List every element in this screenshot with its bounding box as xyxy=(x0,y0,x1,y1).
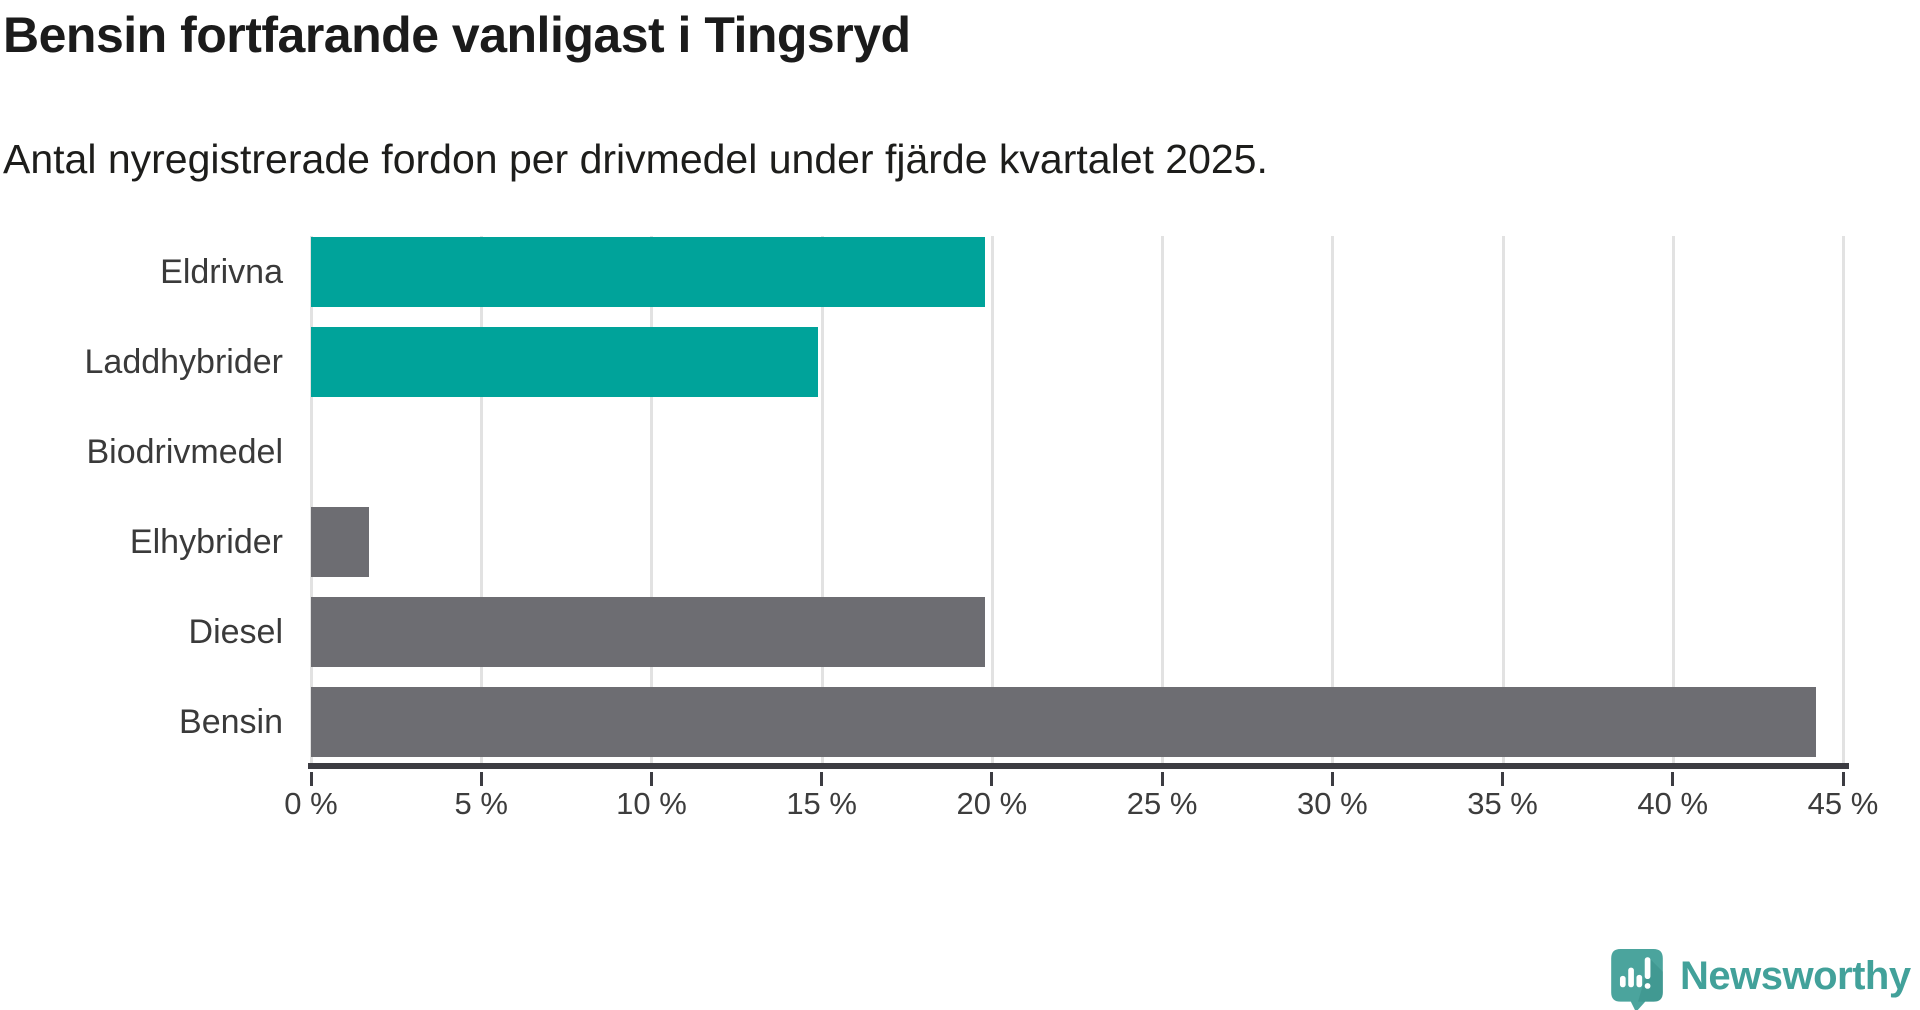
newsworthy-bubble-chart-icon xyxy=(1611,949,1663,1010)
category-label: Eldrivna xyxy=(160,253,283,291)
x-tick-label: 30 % xyxy=(1296,786,1368,821)
x-tick-label: 0 % xyxy=(284,786,338,821)
chart-subtitle: Antal nyregistrerade fordon per drivmede… xyxy=(3,136,1268,182)
x-axis-tick xyxy=(309,772,313,786)
category-label: Biodrivmedel xyxy=(86,433,283,471)
x-axis-tick xyxy=(1841,772,1845,786)
x-axis-tick xyxy=(820,772,824,786)
gridline xyxy=(1842,236,1845,766)
bar xyxy=(311,597,986,667)
x-tick-label: 20 % xyxy=(956,786,1028,821)
category-label: Bensin xyxy=(179,703,283,741)
x-tick-label: 45 % xyxy=(1807,786,1879,821)
x-axis-tick xyxy=(990,772,994,786)
x-tick-label: 10 % xyxy=(616,786,687,821)
gridline xyxy=(480,236,484,766)
x-tick-label: 40 % xyxy=(1637,786,1709,821)
gridline xyxy=(1161,236,1165,766)
gridline xyxy=(820,236,824,766)
gridline xyxy=(310,236,313,766)
gridline xyxy=(1501,236,1505,766)
x-tick-label: 25 % xyxy=(1126,786,1198,821)
gridline xyxy=(1671,236,1675,766)
category-label: Laddhybrider xyxy=(84,343,283,381)
x-tick-label: 5 % xyxy=(454,786,508,821)
x-axis-tick xyxy=(1330,772,1334,786)
newsworthy-wordmark: Newsworthy xyxy=(1680,954,1911,998)
x-axis-tick xyxy=(479,772,483,786)
x-tick-label: 15 % xyxy=(786,786,857,821)
bar xyxy=(311,237,986,307)
newsworthy-logo: Newsworthy xyxy=(1610,948,1911,1010)
chart-title: Bensin fortfarande vanligast i Tingsryd xyxy=(3,7,911,63)
bar xyxy=(311,327,819,397)
category-label: Diesel xyxy=(188,613,283,651)
x-tick-label: 35 % xyxy=(1467,786,1538,821)
bar xyxy=(311,507,369,577)
x-axis-tick xyxy=(649,772,653,786)
category-label: Elhybrider xyxy=(129,523,283,561)
gridline xyxy=(990,236,994,766)
gridline xyxy=(650,236,654,766)
x-axis-tick xyxy=(1501,772,1505,786)
bar xyxy=(311,687,1816,757)
x-axis-tick xyxy=(1671,772,1675,786)
gridline xyxy=(1331,236,1335,766)
x-axis-tick xyxy=(1160,772,1164,786)
x-axis-line xyxy=(308,763,1849,769)
